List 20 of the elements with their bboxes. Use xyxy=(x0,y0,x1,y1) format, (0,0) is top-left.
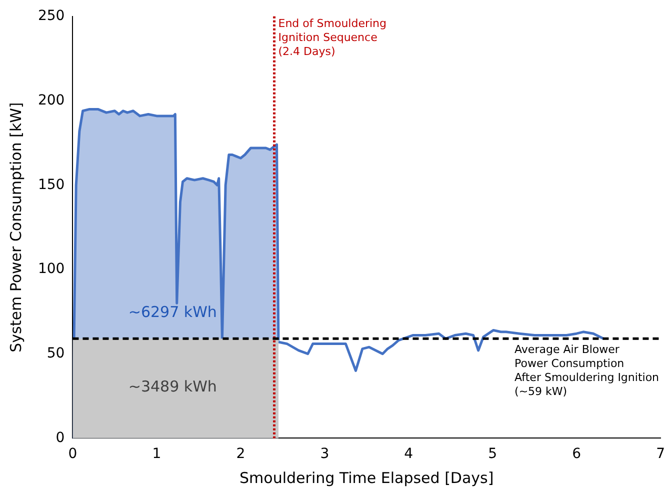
ref-line-label: Average Air Blower Power Consumption After Smouldering Ignition (~59 kW) xyxy=(514,343,660,398)
x-tick-label: 3 xyxy=(320,446,330,462)
x-tick-label: 4 xyxy=(404,446,414,462)
y-tick-label: 250 xyxy=(38,8,65,24)
x-axis-title: Smouldering Time Elapsed [Days] xyxy=(240,468,494,487)
annotation: ~6297 kWh xyxy=(128,303,217,322)
ref-line-label: End of Smouldering Ignition Sequence (2.4 Days) xyxy=(278,16,387,58)
x-tick-label: 1 xyxy=(152,446,162,462)
y-axis-title: System Power Consumption [kW] xyxy=(6,102,25,352)
y-tick-label: 200 xyxy=(38,92,65,108)
y-tick-label: 0 xyxy=(56,430,65,446)
y-tick-label: 150 xyxy=(38,176,65,193)
x-tick-label: 2 xyxy=(236,446,246,462)
annotation: ~3489 kWh xyxy=(128,377,217,396)
x-tick-label: 6 xyxy=(572,446,582,462)
y-tick-label: 50 xyxy=(46,345,65,362)
x-tick-label: 5 xyxy=(488,446,498,462)
y-tick-label: 100 xyxy=(38,261,65,278)
x-tick-label: 0 xyxy=(68,446,78,462)
x-tick-label: 7 xyxy=(656,446,666,462)
